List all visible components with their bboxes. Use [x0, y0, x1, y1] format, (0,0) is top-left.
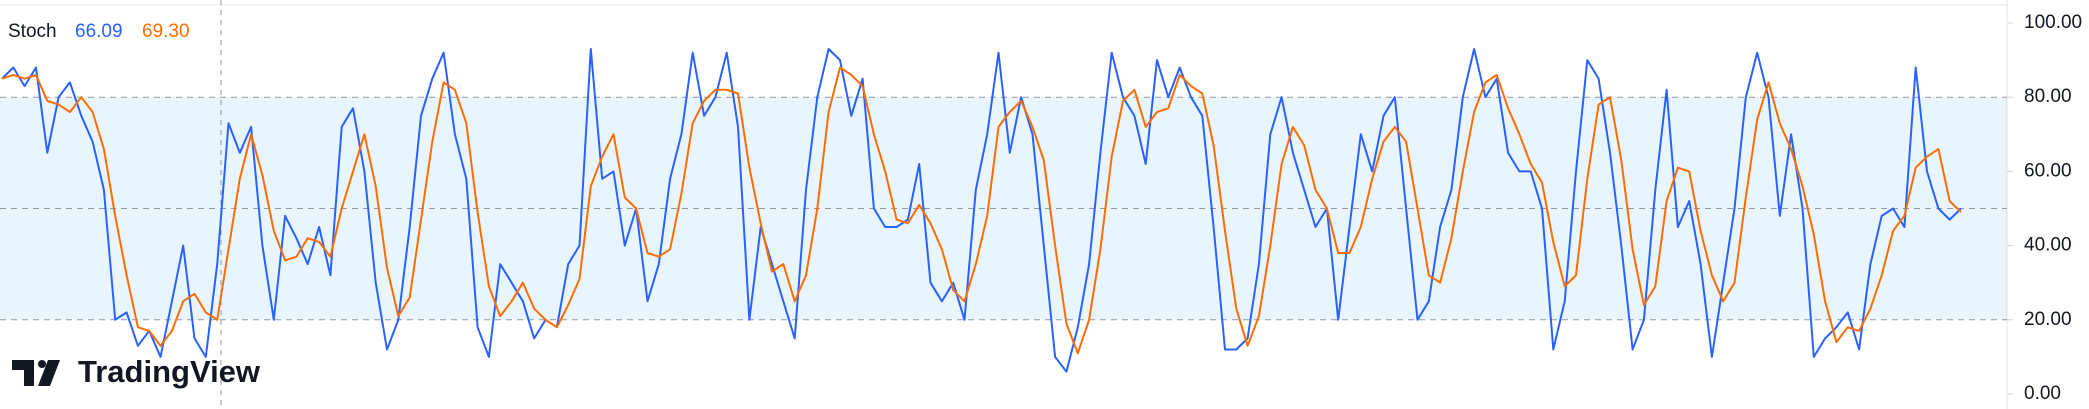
legend-title: Stoch: [8, 21, 57, 42]
y-tick-label: 80.00: [2024, 86, 2072, 107]
stoch-line: [1, 66, 1962, 355]
legend-value: 69.30: [142, 21, 190, 42]
logo-icon: [12, 360, 60, 386]
y-tick-label: 60.00: [2024, 160, 2072, 181]
y-tick-label: 100.00: [2024, 12, 2082, 33]
y-tick-label: 40.00: [2024, 235, 2072, 256]
y-tick-label: 20.00: [2024, 309, 2072, 330]
logo-dot: [38, 360, 46, 368]
legend-value: 66.09: [75, 21, 123, 42]
watermark: TradingView: [78, 354, 261, 389]
stoch-line: [1, 48, 1962, 373]
y-tick-label: 0.00: [2024, 383, 2061, 404]
logo: TradingView: [12, 354, 261, 389]
